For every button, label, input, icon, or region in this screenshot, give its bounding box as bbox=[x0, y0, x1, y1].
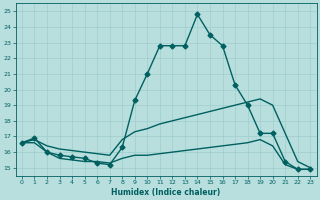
X-axis label: Humidex (Indice chaleur): Humidex (Indice chaleur) bbox=[111, 188, 221, 197]
